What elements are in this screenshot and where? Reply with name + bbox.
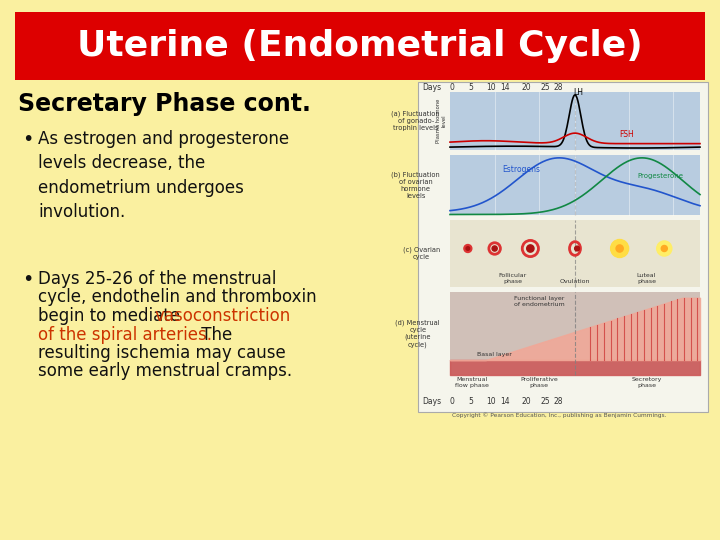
Text: Secretory
phase: Secretory phase	[631, 377, 662, 388]
Text: FSH: FSH	[620, 131, 634, 139]
Text: begin to mediate: begin to mediate	[38, 307, 185, 325]
Circle shape	[492, 246, 498, 251]
Text: 14: 14	[500, 84, 510, 92]
Text: vasoconstriction: vasoconstriction	[155, 307, 291, 325]
Text: (d) Menstrual
cycle
(uterine
cycle): (d) Menstrual cycle (uterine cycle)	[395, 319, 440, 348]
Text: 20: 20	[521, 397, 531, 407]
Text: cycle, endothelin and thromboxin: cycle, endothelin and thromboxin	[38, 288, 317, 307]
Bar	[450, 292, 700, 375]
Circle shape	[616, 245, 624, 252]
Text: (a) Fluctuation
of gonado-
trophin levels: (a) Fluctuation of gonado- trophin level…	[392, 111, 440, 131]
Text: Menstrual
flow phase: Menstrual flow phase	[455, 377, 490, 388]
Text: LH: LH	[573, 87, 583, 97]
Circle shape	[611, 240, 629, 258]
Text: Estrogens: Estrogens	[503, 165, 541, 174]
Text: 0: 0	[449, 84, 454, 92]
Text: 10: 10	[486, 84, 496, 92]
Text: 5: 5	[469, 84, 474, 92]
Bar	[450, 155, 700, 215]
Text: 25: 25	[540, 84, 550, 92]
Text: Days: Days	[422, 84, 441, 92]
Circle shape	[527, 245, 534, 252]
Text: of the spiral arteries.: of the spiral arteries.	[38, 326, 212, 343]
Text: some early menstrual cramps.: some early menstrual cramps.	[38, 362, 292, 381]
Text: 28: 28	[553, 397, 563, 407]
Bar	[418, 82, 708, 412]
Text: 0: 0	[449, 397, 454, 407]
Circle shape	[661, 246, 667, 252]
Text: 28: 28	[553, 84, 563, 92]
Bar	[15, 12, 705, 80]
Text: Progesterone: Progesterone	[637, 173, 683, 179]
Text: Follicular
phase: Follicular phase	[498, 273, 526, 284]
Text: 25: 25	[540, 397, 550, 407]
Text: •: •	[22, 130, 33, 149]
Text: Ovulation: Ovulation	[559, 279, 590, 284]
Text: Days 25-26 of the menstrual: Days 25-26 of the menstrual	[38, 270, 276, 288]
Circle shape	[657, 241, 672, 256]
Text: As estrogen and progesterone
levels decrease, the
endometrium undergoes
involuti: As estrogen and progesterone levels decr…	[38, 130, 289, 221]
Text: Plasma hormone
level: Plasma hormone level	[436, 99, 447, 143]
Circle shape	[575, 246, 580, 251]
Text: Proliferative
phase: Proliferative phase	[521, 377, 558, 388]
Text: Secretary Phase cont.: Secretary Phase cont.	[18, 92, 311, 116]
Text: (c) Ovarian
cycle: (c) Ovarian cycle	[402, 247, 440, 260]
Bar	[450, 220, 700, 287]
Text: Functional layer
of endometrium: Functional layer of endometrium	[514, 296, 564, 307]
Text: 5: 5	[469, 397, 474, 407]
Circle shape	[464, 245, 472, 253]
Text: •: •	[22, 270, 33, 289]
Text: 14: 14	[500, 397, 510, 407]
Text: 10: 10	[486, 397, 496, 407]
Text: Luteal
phase: Luteal phase	[636, 273, 656, 284]
Text: Basal layer: Basal layer	[477, 352, 512, 357]
Text: The: The	[196, 326, 232, 343]
Text: Days: Days	[422, 397, 441, 407]
Text: resulting ischemia may cause: resulting ischemia may cause	[38, 344, 286, 362]
Bar	[450, 92, 700, 150]
Text: Uterine (Endometrial Cycle): Uterine (Endometrial Cycle)	[77, 29, 643, 63]
Text: Copyright © Pearson Education, Inc., publishing as Benjamin Cummings.: Copyright © Pearson Education, Inc., pub…	[452, 412, 667, 417]
Circle shape	[466, 247, 469, 250]
Text: (b) Fluctuation
of ovarian
hormone
levels: (b) Fluctuation of ovarian hormone level…	[391, 171, 440, 199]
Text: 20: 20	[521, 84, 531, 92]
